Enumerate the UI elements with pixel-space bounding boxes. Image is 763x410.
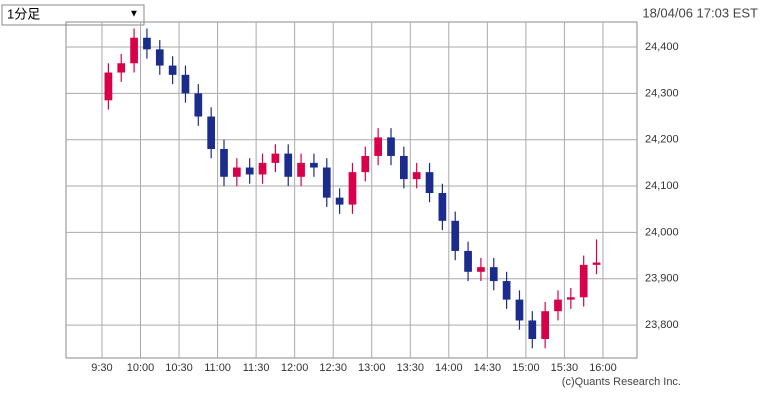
x-tick-label: 11:00 [204,362,231,374]
candle-body [245,167,254,175]
candle-body [143,37,151,50]
candle-body [566,297,575,300]
x-tick-label: 9:30 [91,362,112,374]
candle-body [348,172,357,205]
x-tick-label: 13:30 [397,362,425,374]
dropdown-label: 1分足 [7,6,40,21]
candle-body [554,299,562,312]
candle-body [515,299,524,321]
candle-body [399,155,408,180]
candle-body [155,49,164,66]
plot-area [65,21,638,359]
candle-body [104,72,113,101]
candle-body [477,267,485,272]
candle-body [271,153,280,163]
credit: (c)Quants Research Inc. [562,376,681,388]
candle-body [374,137,383,156]
y-tick-label: 23,900 [645,273,679,285]
candle-body [194,93,203,117]
y-tick-label: 24,300 [645,87,679,99]
candle-body [387,137,395,156]
x-tick-label: 12:30 [319,362,347,374]
x-tick-label: 14:00 [435,362,463,374]
candle-body [181,74,190,94]
candle-body [322,167,331,198]
candle-body [502,281,511,300]
candle-body [579,264,588,298]
candle-body [207,116,216,149]
x-tick-label: 12:00 [281,362,309,374]
candle-body [117,63,126,73]
candle-body [220,148,228,177]
candle-body [361,155,370,173]
x-tick-label: 15:00 [512,362,540,374]
candle-body [592,262,601,265]
x-tick-label: 14:30 [474,362,502,374]
candle-body [335,197,344,205]
candle-body [528,320,537,339]
candle-body [412,172,421,180]
candle-body [232,167,241,177]
y-tick-label: 23,800 [645,319,679,331]
x-tick-label: 15:30 [551,362,579,374]
x-tick-label: 10:00 [127,362,155,374]
candle-body [541,311,550,339]
y-tick-label: 24,200 [645,134,679,146]
candle-body [130,37,138,64]
candle-body [464,250,472,272]
x-tick-label: 13:00 [358,362,386,374]
candle-body [297,162,305,177]
x-tick-label: 16:00 [589,362,617,374]
candle-body [310,162,318,168]
y-tick-label: 24,100 [645,180,679,192]
y-tick-label: 24,400 [645,41,679,53]
candle-body [425,172,434,194]
candle-body [451,220,460,251]
candle-body [168,65,177,75]
y-tick-label: 24,000 [645,226,679,238]
candle-body [489,267,498,282]
candle-body [284,153,293,177]
x-tick-label: 10:30 [165,362,193,374]
candle-body [258,162,267,175]
dropdown[interactable] [1,4,145,26]
dropdown-arrow: ▼ [129,9,139,20]
timestamp: 18/04/06 17:03 EST [642,5,758,20]
candle-body [438,193,447,221]
x-tick-label: 11:30 [243,362,270,374]
